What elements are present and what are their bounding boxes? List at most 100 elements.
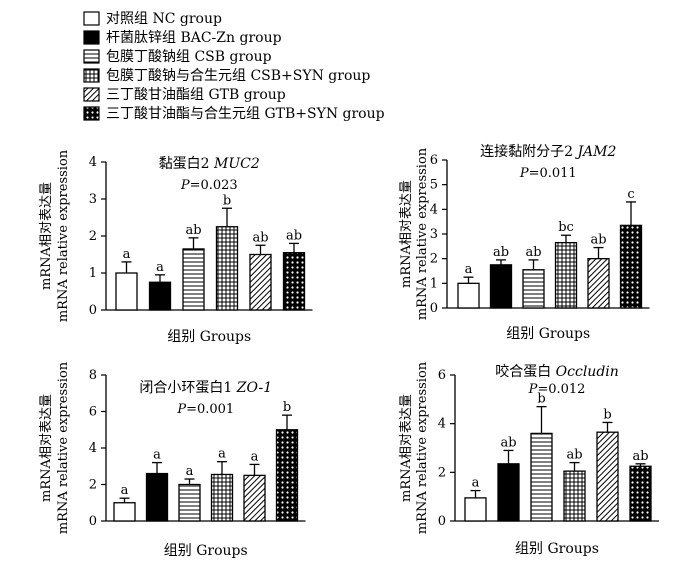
bar-black <box>489 264 513 309</box>
significance-letter: ab <box>185 223 201 238</box>
bar-dots <box>629 465 652 522</box>
p-value-label: P=0.001 <box>176 402 234 417</box>
y-axis-title-en: mRNA relative expression <box>56 149 71 322</box>
p-value-label: P=0.011 <box>519 166 577 181</box>
bar-white <box>457 282 480 309</box>
bar-diag <box>249 253 272 311</box>
legend-label: 三丁酸甘油酯组 GTB group <box>106 87 286 103</box>
p-value: =0.023 <box>190 178 238 193</box>
y-tick-label: 4 <box>89 155 97 170</box>
y-tick-label: 3 <box>430 227 438 242</box>
y-axis-title-en: mRNA relative expression <box>56 361 71 534</box>
significance-letter: b <box>283 400 291 415</box>
significance-letter: ab <box>500 435 516 450</box>
y-tick-label: 4 <box>430 202 438 217</box>
legend-swatch-hlines <box>83 49 100 64</box>
bar-hlines <box>522 269 545 309</box>
y-tick-label: 1 <box>430 276 438 291</box>
y-tick-label: 1 <box>89 266 97 281</box>
y-tick-label: 3 <box>89 192 97 207</box>
significance-letter: b <box>223 193 231 208</box>
p-prefix: P <box>528 382 538 397</box>
bar-hlines <box>182 248 205 311</box>
legend-label: 对照组 NC group <box>106 11 222 27</box>
y-axis-title-cn: mRNA相对表达量 <box>39 182 54 290</box>
significance-letter: bc <box>558 220 574 235</box>
significance-letter: a <box>153 448 161 463</box>
p-value: =0.001 <box>186 402 234 417</box>
bar-white <box>464 497 487 522</box>
chart-panel-muc2: 0 1 2 3 4 a a ab b ab ab 黏蛋白2 MUC2 P=0.023 mRNA相对表达量 m… <box>39 149 313 345</box>
y-tick-label: 6 <box>430 153 438 168</box>
bar-grid <box>563 470 586 522</box>
significance-letter: b <box>537 392 545 407</box>
bar-hlines <box>530 432 553 522</box>
significance-letter: a <box>251 449 259 464</box>
chart-title-cn: 黏蛋白2 <box>159 156 214 172</box>
y-tick-label: 5 <box>430 178 438 193</box>
bar-diag <box>243 474 266 522</box>
y-tick-label: 4 <box>438 417 446 432</box>
x-axis-title: 组别 Groups <box>164 543 248 559</box>
y-tick-label: 2 <box>438 465 446 480</box>
bar-white <box>115 272 138 311</box>
significance-letter: a <box>186 464 194 479</box>
legend-label: 杆菌肽锌组 BAC-Zn group <box>106 30 282 46</box>
bar-white <box>113 502 136 522</box>
y-tick-label: 0 <box>89 514 97 529</box>
y-tick-label: 0 <box>89 303 97 318</box>
significance-letter: ab <box>252 230 268 245</box>
legend-swatch-dots <box>83 106 100 121</box>
legend-swatch-black <box>83 30 100 45</box>
bar-diag <box>596 431 619 522</box>
legend-swatch-grid <box>83 68 100 83</box>
p-value-label: P=0.012 <box>528 382 586 397</box>
x-axis-title: 组别 Groups <box>515 541 599 557</box>
chart-title: 闭合小环蛋白1 ZO-1 <box>139 380 272 396</box>
significance-letter: ab <box>632 449 648 464</box>
significance-letter: ab <box>286 228 302 243</box>
chart-title-gene: ZO-1 <box>236 380 272 396</box>
y-axis-title-cn: mRNA相对表达量 <box>39 394 54 502</box>
legend: 对照组 NC group 杆菌肽锌组 BAC-Zn group 包膜丁酸钠组 CSB… <box>83 11 385 122</box>
chart-title-gene: MUC2 <box>213 156 260 172</box>
significance-letter: a <box>465 262 473 277</box>
chart-panel-occludin: 0 2 4 6 a ab b ab b ab 咬合蛋白 Occludin P=0.012 mRNA相对表… <box>399 361 659 557</box>
bar-black <box>148 281 172 311</box>
y-tick-label: 6 <box>438 368 446 383</box>
bar-black <box>497 463 520 522</box>
x-axis-title: 组别 Groups <box>167 329 251 345</box>
y-tick-label: 2 <box>430 252 438 267</box>
x-axis-title: 组别 Groups <box>506 326 590 342</box>
chart-title: 黏蛋白2 MUC2 <box>159 156 260 172</box>
bar-dots <box>619 224 643 309</box>
significance-letter: ab <box>493 245 509 260</box>
bar-grid <box>210 473 234 522</box>
y-axis-title-cn: mRNA相对表达量 <box>399 394 414 502</box>
y-tick-label: 6 <box>89 405 97 420</box>
y-tick-label: 0 <box>430 301 438 316</box>
legend-label: 包膜丁酸钠组 CSB group <box>106 49 272 65</box>
significance-letter: a <box>123 247 131 262</box>
y-tick-label: 2 <box>89 478 97 493</box>
bar-grid <box>215 226 239 311</box>
significance-letter: a <box>218 447 226 462</box>
legend-swatch-white <box>83 11 100 26</box>
legend-label: 三丁酸甘油酯与合生元组 GTB+SYN group <box>106 106 385 122</box>
bar-diag <box>587 258 610 309</box>
chart-title-gene: Occludin <box>556 364 619 380</box>
significance-letter: ab <box>525 245 541 260</box>
y-axis-title-en: mRNA relative expression <box>415 147 430 320</box>
significance-letter: a <box>472 476 480 491</box>
p-value: =0.012 <box>537 382 585 397</box>
p-value: =0.011 <box>529 166 577 181</box>
chart-panel-jam2: 0 1 2 3 4 5 6 a ab ab bc ab c 连接黏附分子2 JAM2 P=0.011 mRNA… <box>399 143 650 342</box>
chart-title-cn: 连接黏附分子2 <box>480 143 577 160</box>
y-tick-label: 4 <box>89 441 97 456</box>
legend-label: 包膜丁酸钠与合生元组 CSB+SYN group <box>106 68 370 84</box>
chart-title-cn: 咬合蛋白 <box>495 363 555 380</box>
significance-letter: a <box>156 260 164 275</box>
bar-dots <box>275 429 299 522</box>
